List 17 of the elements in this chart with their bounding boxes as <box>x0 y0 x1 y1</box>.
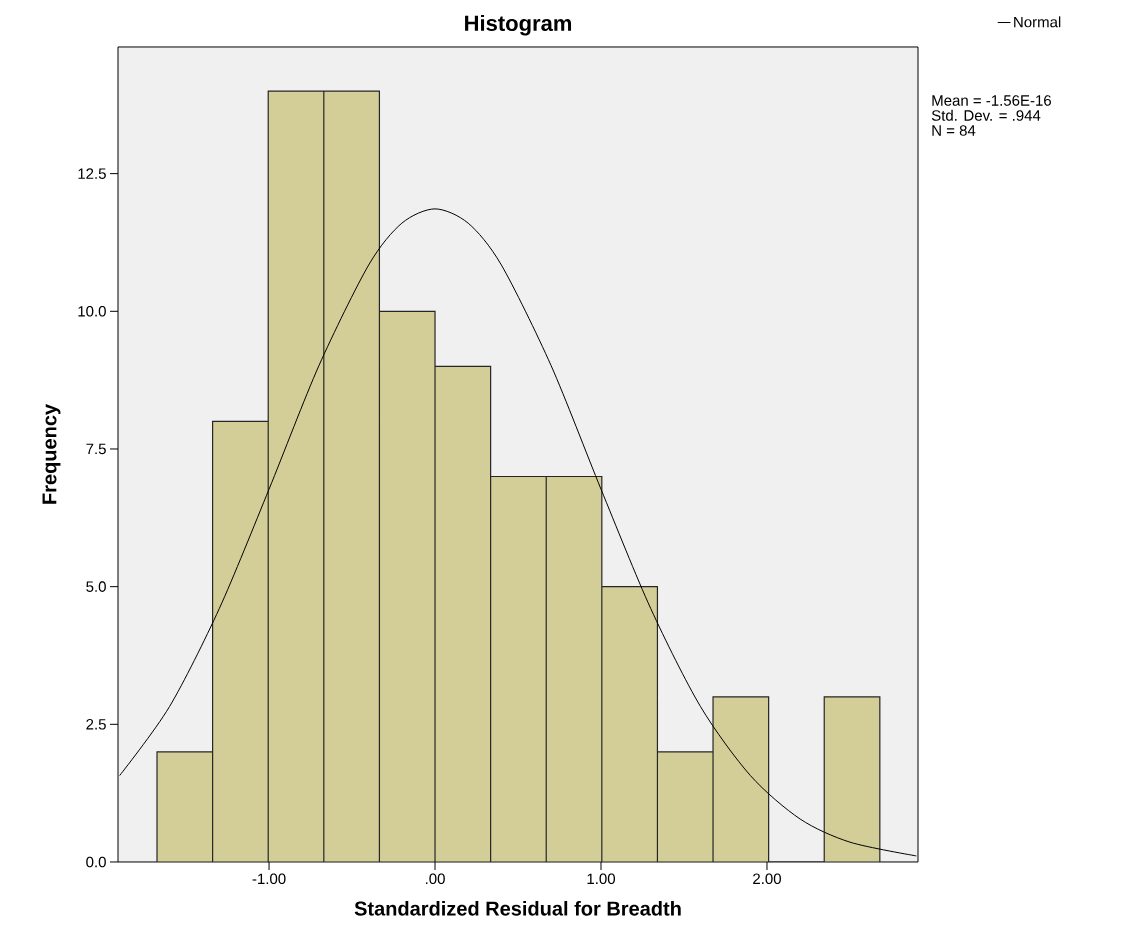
x-tick-label: .00 <box>425 873 445 885</box>
y-tick-label: 7.5 <box>86 443 106 455</box>
legend-label: Normal <box>1014 16 1061 28</box>
x-tick-label: -1.00 <box>252 873 286 885</box>
y-tick-label: 5.0 <box>86 581 106 592</box>
y-tick-label: 0.0 <box>86 856 106 868</box>
y-tick-label: 12.5 <box>78 168 106 179</box>
chart-title: Histogram <box>465 14 572 36</box>
text: Mean = -1.56E-16 <box>932 95 1052 106</box>
x-tick-label: 1.00 <box>587 873 615 885</box>
y-axis-title: Frequency <box>42 404 61 504</box>
text: Std. Dev. = .944 <box>931 109 1041 121</box>
y-tick-label: 10.0 <box>78 306 106 317</box>
x-axis-title: Standardized Residual for Breadth <box>354 900 681 916</box>
x-tick-label: 2.00 <box>753 873 781 885</box>
y-tick-label: 2.5 <box>86 719 106 730</box>
text: N = 84 <box>932 125 976 136</box>
